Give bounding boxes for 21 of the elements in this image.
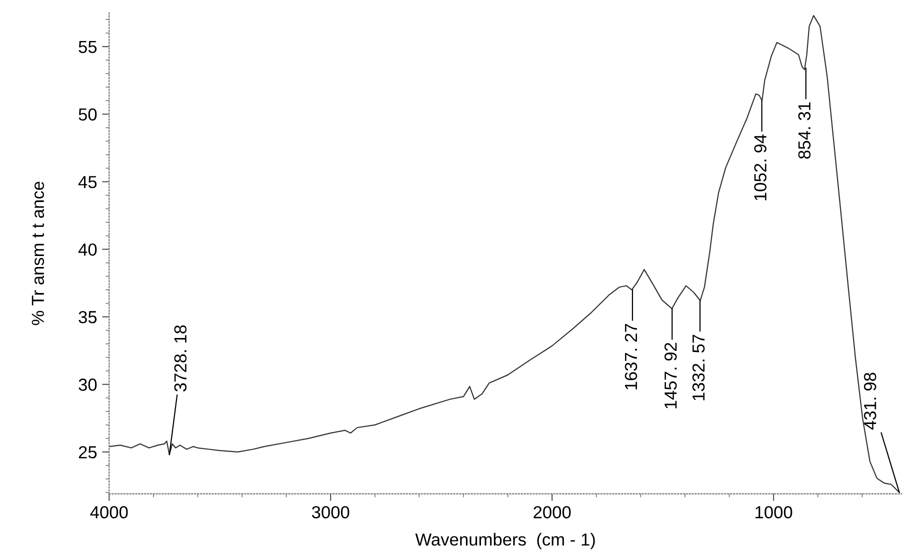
line-series [109, 14, 900, 494]
x-tick-label: 4000 [90, 506, 128, 518]
y-tick-label: 30 [78, 378, 97, 391]
x-axis-title: Wavenumbers (cm - 1) [415, 532, 595, 550]
annotation: 1052. 94 [754, 134, 766, 200]
y-tick-label: 40 [78, 243, 97, 256]
annotation: 1457. 92 [664, 342, 677, 408]
x-tick-label: 1000 [756, 506, 792, 518]
x-tick-label: 2000 [534, 506, 571, 518]
y-tick-label: 35 [78, 311, 97, 324]
y-axis-title: % Tr ansm t t ance [32, 182, 44, 326]
y-tick-label: 45 [78, 176, 97, 188]
annotation: 1637. 27 [624, 324, 638, 390]
annotation: 3728. 18 [174, 325, 187, 392]
y-tick-label: 50 [78, 108, 97, 121]
x-tick-label: 3000 [312, 506, 350, 518]
annotation: 431. 98 [864, 372, 876, 430]
y-tick-label: 25 [78, 446, 97, 458]
annotation: 1332. 57 [692, 334, 705, 400]
y-tick-label: 55 [78, 40, 97, 54]
annotation: 854. 31 [798, 102, 811, 159]
